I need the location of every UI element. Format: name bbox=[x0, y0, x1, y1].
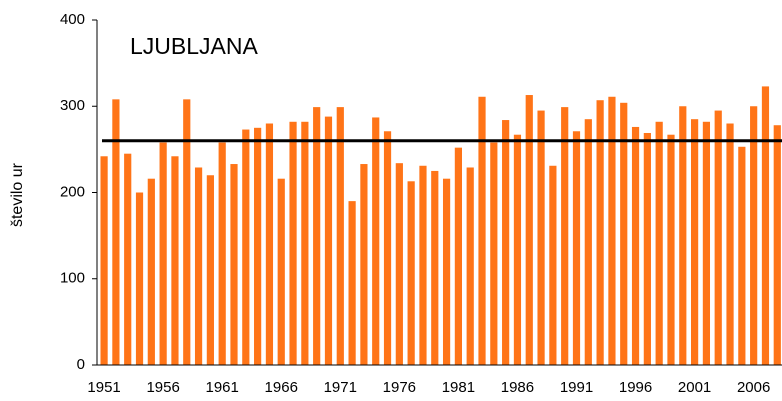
bar bbox=[431, 170, 439, 365]
bar bbox=[502, 120, 510, 365]
bar bbox=[159, 142, 167, 365]
bar bbox=[631, 126, 640, 365]
bar bbox=[608, 96, 616, 365]
x-tick-label: 2006 bbox=[737, 379, 770, 396]
bar bbox=[596, 100, 604, 366]
y-tick-label: 400 bbox=[60, 11, 85, 28]
x-tick-label: 1976 bbox=[383, 379, 416, 396]
y-tick-label: 0 bbox=[77, 356, 85, 373]
bar bbox=[124, 153, 132, 365]
bar bbox=[466, 167, 474, 365]
bar bbox=[254, 127, 262, 365]
bar bbox=[490, 142, 498, 365]
bar bbox=[372, 117, 380, 366]
bar bbox=[419, 165, 427, 365]
bar bbox=[584, 119, 592, 365]
bar bbox=[679, 106, 687, 365]
bar bbox=[348, 201, 356, 365]
bar bbox=[513, 134, 522, 365]
bar bbox=[112, 99, 120, 365]
y-tick-label: 200 bbox=[60, 183, 85, 200]
bar bbox=[324, 116, 333, 365]
bar bbox=[691, 119, 699, 365]
bar bbox=[313, 107, 321, 366]
bar bbox=[761, 86, 770, 365]
bar bbox=[183, 99, 191, 365]
bar bbox=[537, 110, 545, 365]
bar bbox=[206, 175, 214, 365]
x-tick-label: 1996 bbox=[619, 379, 652, 396]
bar bbox=[301, 121, 309, 366]
bar bbox=[454, 147, 462, 365]
bar bbox=[714, 110, 722, 365]
x-tick-label: 1991 bbox=[560, 379, 593, 396]
x-tick-label: 1956 bbox=[146, 379, 179, 396]
bar bbox=[147, 178, 155, 365]
x-tick-label: 1986 bbox=[501, 379, 534, 396]
bar bbox=[643, 132, 651, 365]
bar bbox=[383, 131, 392, 365]
x-tick-label: 2001 bbox=[678, 379, 711, 396]
bar bbox=[620, 102, 628, 366]
bar bbox=[442, 178, 451, 365]
x-tick-label: 1966 bbox=[265, 379, 298, 396]
bar bbox=[171, 156, 179, 365]
bar bbox=[572, 131, 581, 365]
bar bbox=[561, 107, 569, 366]
bar bbox=[702, 121, 711, 366]
bar bbox=[738, 146, 746, 365]
bar bbox=[230, 164, 238, 365]
bar bbox=[667, 134, 675, 365]
y-tick-label: 300 bbox=[60, 97, 85, 114]
bar bbox=[549, 165, 557, 365]
bar bbox=[265, 123, 274, 365]
bar bbox=[135, 192, 144, 365]
x-tick-label: 1971 bbox=[324, 379, 357, 396]
x-tick-label: 1981 bbox=[442, 379, 475, 396]
bar bbox=[478, 96, 486, 365]
bar bbox=[289, 121, 297, 366]
bar bbox=[525, 95, 533, 365]
bar bbox=[395, 163, 403, 365]
bar bbox=[100, 156, 108, 365]
bar bbox=[655, 121, 663, 366]
y-tick-label: 100 bbox=[60, 270, 85, 287]
x-tick-label: 1951 bbox=[87, 379, 120, 396]
bar bbox=[277, 178, 285, 365]
bar bbox=[726, 123, 734, 365]
bar bbox=[242, 129, 250, 365]
bar bbox=[773, 125, 781, 365]
bar bbox=[336, 107, 344, 366]
bar bbox=[407, 181, 415, 365]
bar bbox=[360, 164, 368, 365]
x-tick-label: 1961 bbox=[206, 379, 239, 396]
chart-title: LJUBLJANA bbox=[130, 33, 258, 59]
bar bbox=[194, 167, 203, 365]
bar bbox=[750, 106, 758, 365]
y-axis-label: število ur bbox=[9, 162, 26, 227]
bar bbox=[218, 142, 226, 365]
